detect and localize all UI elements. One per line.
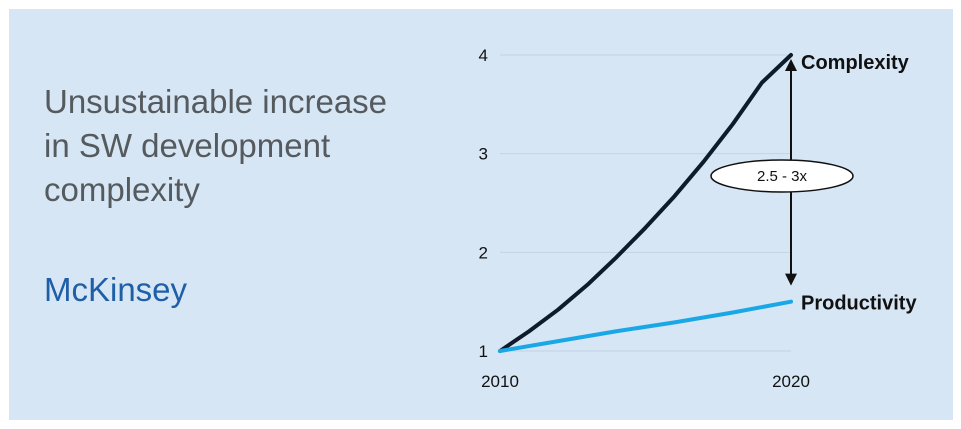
chart-series-labels: Complexity Productivity [801, 52, 917, 315]
arrow-head-up [785, 59, 797, 71]
source-label: McKinsey [44, 271, 188, 308]
y-tick-label: 4 [479, 46, 488, 65]
x-tick-label: 2010 [481, 372, 519, 391]
ratio-badge [710, 159, 854, 193]
y-tick-label: 1 [479, 342, 488, 361]
x-tick-label: 2020 [772, 372, 810, 391]
series-line-productivity [498, 299, 793, 353]
chart-series [498, 53, 793, 353]
series-label-productivity: Productivity [801, 293, 917, 315]
series-label-complexity: Complexity [801, 52, 910, 74]
chart-gridlines [500, 54, 791, 352]
slide-headline: Unsustainable increase in SW development… [44, 83, 388, 208]
y-tick-label: 3 [479, 145, 488, 164]
series-line-complexity [498, 53, 793, 353]
ratio-annotation: 2.5 - 3x [710, 59, 854, 286]
chart-tick-labels: 1 2 3 4 2010 2020 [479, 46, 810, 391]
arrow-head-down [785, 273, 797, 286]
ratio-label: 2.5 - 3x [757, 168, 808, 185]
slide-background [9, 9, 953, 420]
y-tick-label: 2 [479, 243, 488, 262]
